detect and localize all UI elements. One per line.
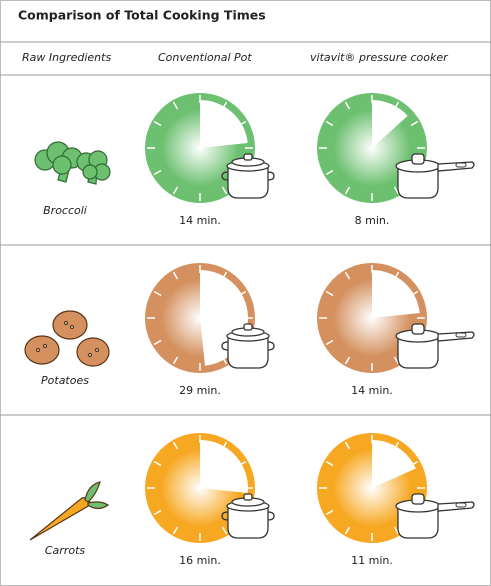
time-wedge (372, 270, 420, 318)
time-wedge (200, 440, 248, 494)
hour-tick (325, 120, 334, 127)
hour-tick (221, 271, 228, 280)
time-label: 14 min. (179, 214, 221, 227)
hour-tick (153, 460, 162, 467)
hour-tick (221, 526, 228, 535)
hour-tick (172, 441, 179, 450)
hour-tick (221, 356, 228, 365)
hour-tick (410, 120, 419, 127)
hour-tick (153, 120, 162, 127)
hour-tick (221, 441, 228, 450)
ingredient-name: Carrots (45, 544, 86, 557)
hour-tick (344, 271, 351, 280)
hour-tick (325, 290, 334, 297)
hour-tick (221, 101, 228, 110)
hour-tick (172, 526, 179, 535)
time-label: 16 min. (179, 554, 221, 567)
time-label: 11 min. (351, 554, 393, 567)
hour-tick (325, 460, 334, 467)
hour-tick (172, 186, 179, 195)
ingredient-name: Broccoli (43, 204, 87, 217)
hour-tick (238, 290, 247, 297)
hour-tick (221, 186, 228, 195)
potato-icon (24, 310, 110, 367)
broccoli-icon (34, 141, 111, 185)
hour-tick (172, 356, 179, 365)
hour-tick (393, 356, 400, 365)
header: Conventional Pot (158, 51, 252, 64)
hour-tick (153, 290, 162, 297)
header: vitavit® pressure cooker (310, 51, 449, 64)
hour-tick (153, 169, 162, 176)
hour-tick (393, 271, 400, 280)
hour-tick (238, 120, 247, 127)
hour-tick (344, 186, 351, 195)
hour-tick (172, 101, 179, 110)
hour-tick (238, 460, 247, 467)
carrot-icon (29, 481, 110, 541)
hour-tick (344, 441, 351, 450)
title: Comparison of Total Cooking Times (18, 8, 266, 23)
time-label: 8 min. (355, 214, 390, 227)
hour-tick (153, 509, 162, 516)
hour-tick (344, 526, 351, 535)
hour-tick (410, 460, 419, 467)
header: Raw Ingredients (22, 51, 111, 64)
hour-tick (153, 339, 162, 346)
hour-tick (325, 339, 334, 346)
hour-tick (344, 356, 351, 365)
time-label: 29 min. (179, 384, 221, 397)
hour-tick (325, 509, 334, 516)
hour-tick (393, 526, 400, 535)
time-wedge (200, 100, 248, 148)
hour-tick (172, 271, 179, 280)
ingredient-name: Potatoes (41, 374, 89, 387)
time-wedge (372, 100, 408, 148)
hour-tick (344, 101, 351, 110)
hour-tick (410, 290, 419, 297)
time-label: 14 min. (351, 384, 393, 397)
hour-tick (325, 169, 334, 176)
time-wedge (372, 440, 416, 488)
hour-tick (393, 101, 400, 110)
hour-tick (393, 441, 400, 450)
hour-tick (393, 186, 400, 195)
